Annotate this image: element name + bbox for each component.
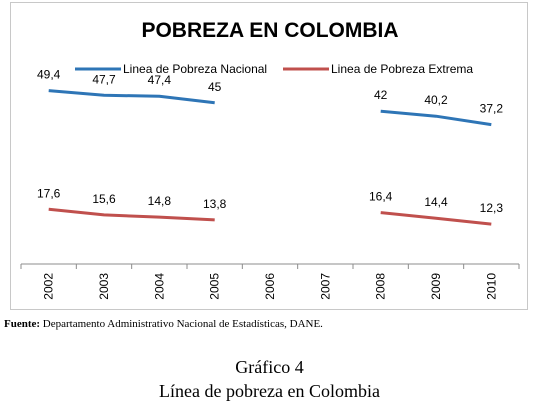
x-tick-label: 2003	[97, 273, 111, 300]
data-label: 40,2	[424, 93, 448, 107]
data-label: 47,4	[148, 73, 172, 87]
data-label: 45	[208, 80, 222, 94]
source-label: Fuente:	[4, 318, 41, 330]
x-tick-label: 2010	[484, 273, 498, 300]
caption-title: Línea de pobreza en Colombia	[159, 381, 380, 401]
data-label: 14,8	[148, 194, 172, 208]
data-label: 12,3	[480, 201, 504, 215]
legend-label: Linea de Pobreza Nacional	[123, 62, 267, 76]
data-label: 17,6	[37, 186, 61, 200]
chart-title: POBREZA EN COLOMBIA	[141, 19, 398, 42]
x-tick-label: 2005	[208, 273, 222, 300]
data-label: 15,6	[92, 192, 116, 206]
x-tick-label: 2008	[374, 273, 388, 300]
legend-label: Linea de Pobreza Extrema	[331, 62, 473, 76]
legend: Linea de Pobreza Nacional Linea de Pobrez…	[75, 62, 473, 76]
series-line	[380, 211, 492, 226]
data-label: 16,4	[369, 190, 393, 204]
x-tick-label: 2007	[318, 273, 332, 300]
series-line	[380, 109, 492, 127]
x-axis: 2002 2003 2004 2005 2006 2007 2008 2009 2010	[20, 263, 520, 300]
data-label: 37,2	[480, 102, 504, 116]
x-tick-label: 2004	[152, 273, 166, 300]
chart-frame: POBREZA EN COLOMBIA Linea de Pobreza Nac…	[10, 2, 528, 310]
series-line	[48, 89, 215, 105]
chart-canvas: POBREZA EN COLOMBIA Linea de Pobreza Nac…	[20, 19, 520, 300]
data-label: 49,4	[37, 68, 61, 82]
data-label: 13,8	[203, 197, 227, 211]
series-line	[48, 207, 215, 222]
source-note: Fuente: Departamento Administrativo Naci…	[4, 318, 323, 330]
caption-number: Gráfico 4	[235, 357, 304, 377]
x-tick-label: 2006	[263, 273, 277, 300]
source-text: Departamento Administrativo Nacional de …	[42, 318, 323, 330]
data-label: 47,7	[92, 72, 116, 86]
x-tick-label: 2002	[42, 273, 56, 300]
data-label: 14,4	[424, 195, 448, 209]
x-tick-label: 2009	[429, 273, 443, 300]
data-label: 42	[374, 88, 388, 102]
plot-area: 49,4 47,7 47,4 45 42 40,2 37,2 17,6 15,6 14,8 13,8…	[37, 68, 504, 226]
